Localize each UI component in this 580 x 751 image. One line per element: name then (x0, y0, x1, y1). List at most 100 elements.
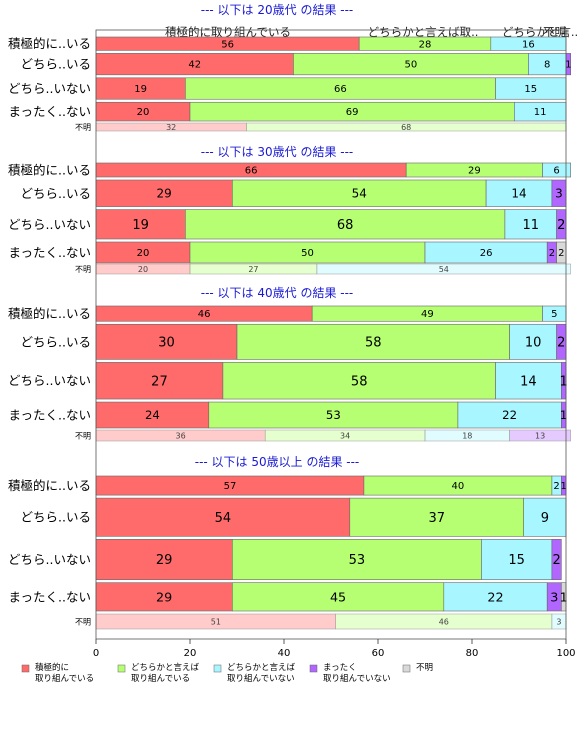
legend-swatch (117, 664, 126, 673)
data-label: 3 (550, 590, 558, 605)
data-label: 51 (211, 618, 221, 627)
row-label: まったく..ない (9, 245, 91, 260)
row-label: まったく..ない (9, 589, 91, 604)
row-label: どちら..いる (21, 186, 91, 201)
data-label: 15 (524, 84, 537, 95)
row-label: 不明 (75, 432, 91, 441)
data-label: 54 (215, 511, 232, 526)
row-label: 積極的に..いる (8, 478, 91, 493)
column-header-label: 不明 (543, 25, 566, 39)
data-label: 49 (421, 309, 434, 320)
data-label: 36 (176, 432, 186, 441)
bar-segment (509, 323, 557, 360)
data-label: 1 (560, 374, 568, 389)
data-label: 1 (565, 60, 571, 71)
panel-title: --- 以下は 50歳以上 の結果 --- (195, 455, 360, 469)
row-label: 積極的に..いる (8, 36, 91, 51)
data-label: 29 (157, 187, 172, 201)
legend-swatch (21, 664, 30, 673)
row-label: 不明 (75, 618, 91, 627)
data-label: 13 (535, 432, 545, 441)
bar-segment (232, 179, 487, 207)
panel-title: --- 以下は 30歳代 の結果 --- (201, 145, 354, 159)
legend-label: 取り組んでいる (131, 673, 190, 684)
row-label: どちら..いない (8, 81, 91, 96)
bar-segment (481, 539, 553, 580)
data-label: 1 (560, 481, 566, 492)
bar-segment (316, 263, 571, 275)
data-label: 19 (132, 218, 149, 233)
data-label: 58 (351, 374, 368, 389)
data-label: 54 (439, 265, 449, 274)
data-label: 3 (555, 187, 563, 201)
data-label: 3 (556, 618, 561, 627)
row-label: どちら..いない (8, 217, 91, 232)
data-label: 11 (522, 218, 539, 233)
data-label: 10 (525, 336, 542, 351)
bar-segment (95, 323, 238, 360)
data-label: 54 (352, 187, 367, 201)
legend-label: 取り組んでいない (227, 673, 295, 684)
data-label: 46 (439, 618, 449, 627)
data-label: 27 (151, 374, 168, 389)
data-label: 20 (138, 265, 148, 274)
data-label: 11 (534, 107, 547, 118)
legend-swatch (213, 664, 222, 673)
data-label: 66 (245, 166, 258, 177)
bar-segment (208, 401, 459, 429)
column-header-label: 積極的に取り組んでいる (165, 25, 291, 39)
bar-segment (185, 209, 506, 240)
row-label: どちら..いない (8, 373, 91, 388)
row-label: 積極的に..いる (8, 163, 91, 178)
bar-segment (443, 582, 548, 612)
bar-segment (236, 323, 510, 360)
bar-segment (95, 401, 210, 429)
data-label: 34 (340, 432, 350, 441)
data-label: 14 (511, 187, 526, 201)
legend-label: どちらかと言えば (227, 662, 296, 673)
data-label: 56 (221, 39, 234, 50)
data-label: 68 (337, 218, 354, 233)
bar-segment (222, 362, 496, 400)
data-label: 2 (552, 553, 560, 568)
row-label: まったく..ない (9, 408, 91, 423)
data-label: 1 (560, 590, 568, 605)
data-label: 28 (419, 39, 432, 50)
column-header-label: どちらかと言.. (502, 25, 578, 39)
bar-segment (95, 209, 186, 240)
data-label: 2 (558, 248, 564, 259)
data-label: 24 (145, 408, 160, 422)
row-label: どちら..いる (21, 57, 91, 72)
data-label: 40 (452, 481, 465, 492)
data-label: 22 (502, 408, 517, 422)
row-label: どちら..いない (8, 552, 91, 567)
data-label: 46 (198, 309, 211, 320)
legend-label: 取り組んでいる (35, 673, 94, 684)
data-label: 5 (551, 309, 557, 320)
data-label: 2 (553, 481, 559, 492)
bar-segment (232, 539, 482, 580)
bar-segment (95, 362, 224, 400)
row-label: 不明 (75, 265, 91, 274)
data-label: 29 (156, 553, 173, 568)
data-label: 50 (405, 60, 418, 71)
data-label: 9 (541, 511, 549, 526)
bar-segment (95, 539, 233, 580)
row-label: まったく..ない (9, 104, 91, 119)
legend-label: 不明 (416, 663, 433, 673)
data-label: 30 (158, 336, 175, 351)
data-label: 37 (428, 511, 445, 526)
data-label: 26 (480, 248, 493, 259)
column-header-label: どちらかと言えば取.. (368, 25, 479, 39)
x-tick-label: 80 (466, 648, 479, 659)
bar-segment (551, 539, 562, 580)
bar-segment (504, 209, 557, 240)
x-tick-label: 40 (278, 648, 291, 659)
x-tick-label: 0 (93, 648, 99, 659)
legend-label: 取り組んでいない (323, 673, 391, 684)
plot-frame (95, 29, 567, 640)
x-tick-label: 100 (556, 648, 575, 659)
data-label: 20 (137, 107, 150, 118)
